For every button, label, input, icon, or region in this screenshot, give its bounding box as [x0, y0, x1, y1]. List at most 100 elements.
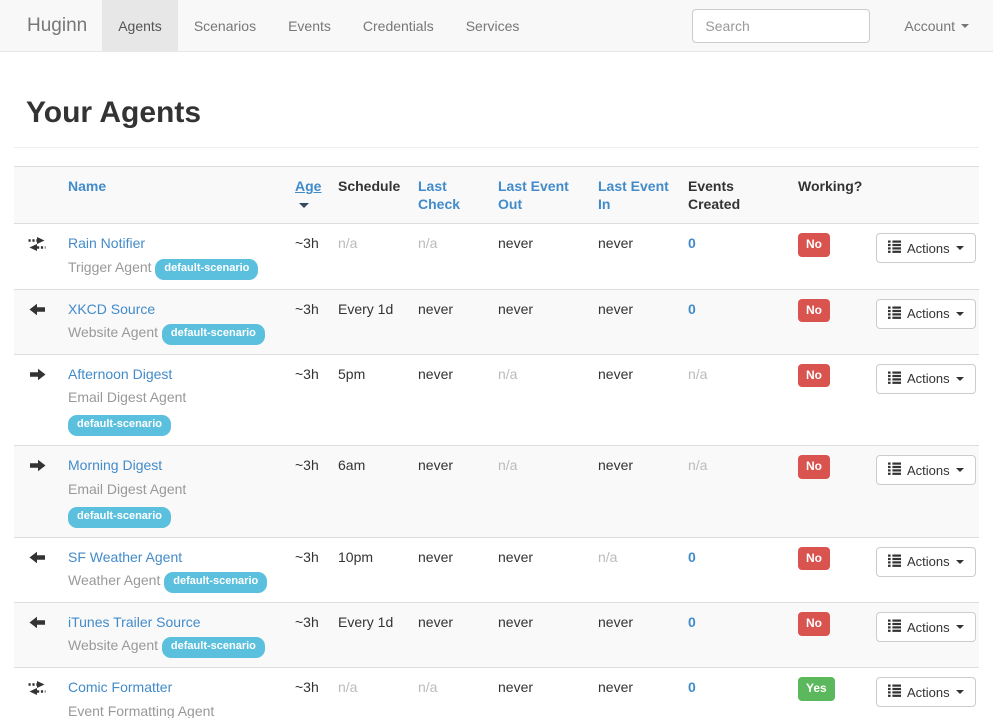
tab-agents[interactable]: Agents — [102, 0, 178, 51]
actions-button[interactable]: Actions — [876, 677, 976, 707]
header-icon-spacer — [14, 167, 60, 224]
last-event-out-cell: never — [490, 537, 590, 602]
schedule-cell: Every 1d — [330, 603, 410, 668]
last-check-cell: never — [410, 354, 490, 446]
arrow-left-icon — [22, 551, 52, 564]
actions-button[interactable]: Actions — [876, 612, 976, 642]
agent-type-label: Trigger Agent — [68, 259, 152, 275]
last-check-cell: n/a — [410, 668, 490, 718]
list-icon — [888, 462, 901, 478]
caret-down-icon — [956, 312, 964, 316]
scenario-badge[interactable]: default-scenario — [68, 415, 171, 436]
age-cell: ~3h — [287, 224, 330, 289]
table-row: SF Weather Agent Weather Agent default-s… — [14, 537, 979, 602]
events-created-link[interactable]: 0 — [688, 301, 696, 317]
column-header-name[interactable]: Name — [60, 167, 287, 224]
agent-type-label: Website Agent — [68, 324, 158, 340]
account-menu[interactable]: Account — [870, 0, 993, 51]
events-created-link[interactable]: 0 — [688, 235, 696, 251]
scenario-badge[interactable]: default-scenario — [68, 507, 171, 528]
caret-down-icon — [956, 625, 964, 629]
schedule-cell: n/a — [330, 224, 410, 289]
navbar: Huginn Agents Scenarios Events Credentia… — [0, 0, 993, 52]
tab-services[interactable]: Services — [450, 0, 536, 51]
events-created-link[interactable]: 0 — [688, 614, 696, 630]
last-event-in-cell: never — [590, 289, 680, 354]
column-header-last-check[interactable]: Last Check — [410, 167, 490, 224]
arrow-right-icon — [22, 368, 52, 381]
sort-desc-icon — [299, 203, 309, 208]
table-row: Morning Digest Email Digest Agent defaul… — [14, 446, 979, 538]
account-label: Account — [904, 18, 955, 34]
agent-name-link[interactable]: Comic Formatter — [68, 679, 172, 695]
actions-button[interactable]: Actions — [876, 364, 976, 394]
actions-button[interactable]: Actions — [876, 233, 976, 263]
table-row: Afternoon Digest Email Digest Agent defa… — [14, 354, 979, 446]
schedule-cell: 5pm — [330, 354, 410, 446]
caret-down-icon — [956, 377, 964, 381]
caret-down-icon — [956, 246, 964, 250]
age-cell: ~3h — [287, 446, 330, 538]
events-created-link[interactable]: 0 — [688, 549, 696, 565]
last-event-out-cell: never — [490, 224, 590, 289]
age-cell: ~3h — [287, 603, 330, 668]
transfer-icon — [22, 681, 52, 695]
age-cell: ~3h — [287, 668, 330, 718]
scenario-badge[interactable]: default-scenario — [162, 324, 265, 345]
agent-type-label: Weather Agent — [68, 572, 160, 588]
column-header-last-event-out[interactable]: Last Event Out — [490, 167, 590, 224]
working-status-badge: No — [798, 233, 830, 256]
agent-type-label: Website Agent — [68, 637, 158, 653]
schedule-cell: 6am — [330, 446, 410, 538]
scenario-badge[interactable]: default-scenario — [155, 259, 258, 280]
age-cell: ~3h — [287, 354, 330, 446]
working-status-badge: No — [798, 364, 830, 387]
last-check-cell: never — [410, 446, 490, 538]
list-icon — [888, 619, 901, 635]
scenario-badge[interactable]: default-scenario — [162, 637, 265, 658]
last-event-in-cell: never — [590, 603, 680, 668]
actions-button[interactable]: Actions — [876, 299, 976, 329]
working-status-badge: Yes — [798, 677, 835, 700]
actions-button[interactable]: Actions — [876, 547, 976, 577]
tab-events[interactable]: Events — [272, 0, 347, 51]
column-header-events-created: Events Created — [680, 167, 790, 224]
divider — [14, 147, 979, 148]
agent-name-link[interactable]: SF Weather Agent — [68, 549, 182, 565]
list-icon — [888, 306, 901, 322]
events-created-link[interactable]: 0 — [688, 679, 696, 695]
working-status-badge: No — [798, 612, 830, 635]
arrow-right-icon — [22, 459, 52, 472]
column-header-last-event-in[interactable]: Last Event In — [590, 167, 680, 224]
column-header-age[interactable]: Age — [287, 167, 330, 224]
last-event-out-cell: never — [490, 289, 590, 354]
table-row: XKCD Source Website Agent default-scenar… — [14, 289, 979, 354]
agent-name-link[interactable]: XKCD Source — [68, 301, 155, 317]
list-icon — [888, 684, 901, 700]
last-check-cell: never — [410, 603, 490, 668]
tab-credentials[interactable]: Credentials — [347, 0, 450, 51]
column-header-working: Working? — [790, 167, 868, 224]
brand-link[interactable]: Huginn — [0, 0, 102, 51]
tab-scenarios[interactable]: Scenarios — [178, 0, 272, 51]
schedule-cell: n/a — [330, 668, 410, 718]
list-icon — [888, 554, 901, 570]
agent-name-link[interactable]: iTunes Trailer Source — [68, 614, 201, 630]
search-input[interactable] — [692, 9, 870, 43]
caret-down-icon — [956, 560, 964, 564]
scenario-badge[interactable]: default-scenario — [164, 572, 267, 593]
last-event-in-cell: never — [590, 354, 680, 446]
table-row: iTunes Trailer Source Website Agent defa… — [14, 603, 979, 668]
schedule-cell: 10pm — [330, 537, 410, 602]
last-event-out-cell: never — [490, 668, 590, 718]
list-icon — [888, 371, 901, 387]
agent-name-link[interactable]: Rain Notifier — [68, 235, 145, 251]
actions-button[interactable]: Actions — [876, 455, 976, 485]
agent-name-link[interactable]: Afternoon Digest — [68, 366, 172, 382]
caret-down-icon — [956, 690, 964, 694]
agent-name-link[interactable]: Morning Digest — [68, 457, 162, 473]
last-event-in-cell: never — [590, 224, 680, 289]
events-created-cell: n/a — [680, 354, 790, 446]
arrow-left-icon — [22, 616, 52, 629]
agents-table: Name Age Schedule Last Check Last Event … — [14, 166, 979, 718]
